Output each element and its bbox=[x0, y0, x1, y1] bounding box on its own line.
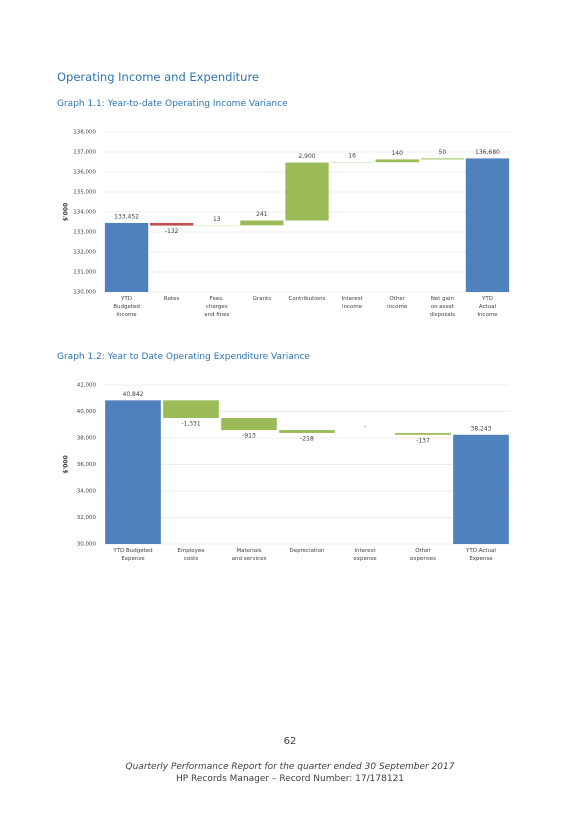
y-tick-label: 138,000 bbox=[73, 130, 96, 136]
y-tick-label: 132,000 bbox=[73, 250, 96, 256]
value-label: 2,900 bbox=[298, 153, 315, 160]
x-tick-label: Interest expense bbox=[353, 548, 377, 562]
bar bbox=[375, 159, 419, 163]
bar bbox=[465, 158, 510, 292]
value-label: -137 bbox=[416, 437, 430, 444]
y-tick-label: 136,000 bbox=[73, 170, 96, 176]
chart-title: Graph 1.2: Year to Date Operating Expend… bbox=[57, 352, 310, 362]
footer-line: HP Records Manager – Record Number: 17/1… bbox=[175, 774, 405, 784]
y-tick-label: 36,000 bbox=[77, 462, 97, 468]
bar bbox=[279, 430, 335, 433]
bar bbox=[453, 434, 509, 544]
y-tick-label: 137,000 bbox=[73, 150, 96, 156]
y-tick-label: 134,000 bbox=[73, 210, 96, 216]
x-tick-label: Grants bbox=[252, 296, 272, 302]
value-label: -132 bbox=[165, 228, 179, 235]
x-tick-label: Other income bbox=[387, 296, 408, 310]
value-label: 133,452 bbox=[114, 213, 139, 220]
bar bbox=[240, 220, 284, 226]
y-tick-label: 32,000 bbox=[77, 515, 97, 521]
heading: Operating Income and Expenditure bbox=[57, 70, 259, 84]
y-axis-label: $'000 bbox=[63, 455, 70, 474]
x-tick-label: YTD Budgeted Expense bbox=[113, 548, 153, 562]
y-tick-label: 133,000 bbox=[73, 230, 96, 236]
y-tick-label: 131,000 bbox=[73, 270, 96, 276]
value-label: 13 bbox=[213, 216, 221, 223]
y-tick-label: 30,000 bbox=[77, 542, 97, 548]
bar bbox=[221, 417, 277, 431]
value-label: 38,243 bbox=[471, 425, 492, 432]
value-label: 136,680 bbox=[475, 149, 500, 156]
x-tick-label: YTD Actual Income bbox=[477, 296, 498, 318]
x-tick-label: Contributions bbox=[288, 296, 326, 302]
x-tick-label: YTD Actual Expense bbox=[466, 548, 496, 562]
bar bbox=[163, 400, 219, 418]
value-label: -1,331 bbox=[181, 420, 201, 427]
x-tick-label: Interest income bbox=[341, 296, 363, 310]
y-tick-label: 38,000 bbox=[77, 436, 97, 442]
page-number: 62 bbox=[283, 736, 297, 747]
y-tick-label: 42,000 bbox=[77, 383, 97, 389]
y-axis-label: $'000 bbox=[63, 203, 70, 222]
x-tick-label: Rates bbox=[163, 296, 180, 302]
x-tick-label: Materials and services bbox=[231, 548, 267, 562]
x-tick-label: Fees, charges and fines bbox=[204, 296, 230, 318]
value-label: 40,842 bbox=[123, 391, 144, 398]
value-label: -218 bbox=[300, 435, 314, 442]
value-label: -913 bbox=[242, 433, 256, 440]
y-tick-label: 40,000 bbox=[77, 409, 97, 415]
bar bbox=[104, 222, 149, 292]
value-label: 50 bbox=[439, 149, 447, 156]
bar bbox=[420, 158, 464, 160]
bar bbox=[285, 162, 329, 221]
value-label: 140 bbox=[391, 150, 403, 157]
bar bbox=[395, 432, 451, 435]
y-tick-label: 130,000 bbox=[73, 290, 96, 296]
y-tick-label: 135,000 bbox=[73, 190, 96, 196]
x-tick-label: YTD Budgeted Income bbox=[113, 296, 140, 318]
bar bbox=[150, 222, 194, 226]
value-label: 16 bbox=[348, 153, 356, 160]
footer-line: Quarterly Performance Report for the qua… bbox=[125, 762, 455, 772]
x-tick-label: Depreciation bbox=[289, 548, 325, 554]
y-tick-label: 34,000 bbox=[77, 489, 97, 495]
x-tick-label: Net gain on asset disposals bbox=[429, 296, 456, 318]
x-tick-label: Other expenses bbox=[409, 548, 437, 562]
value-label: - bbox=[364, 423, 366, 430]
bar bbox=[105, 400, 161, 544]
x-tick-label: Employee costs bbox=[177, 548, 205, 562]
chart-title: Graph 1.1: Year-to-date Operating Income… bbox=[57, 99, 288, 109]
value-label: 241 bbox=[256, 211, 268, 218]
